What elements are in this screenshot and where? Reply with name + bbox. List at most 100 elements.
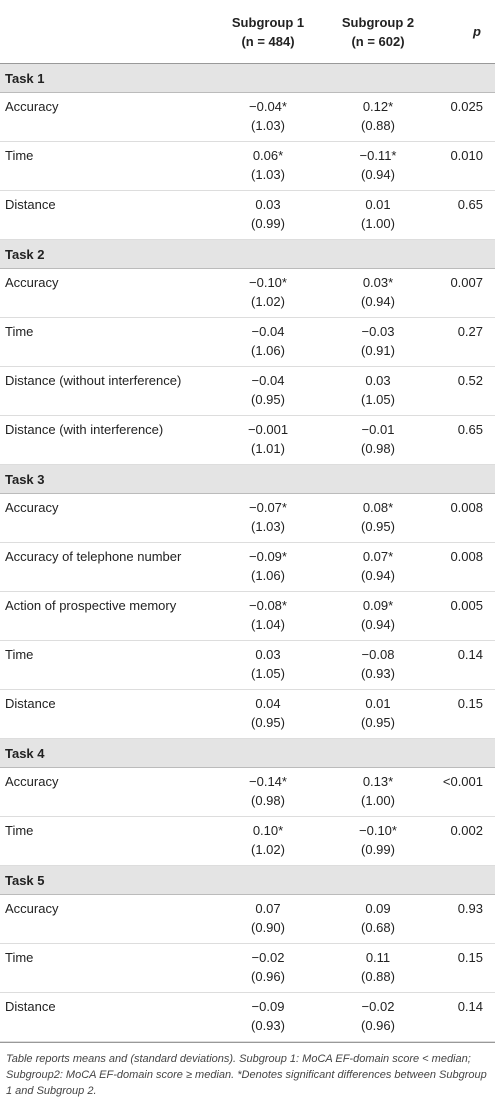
row-label: Accuracy	[0, 493, 218, 543]
p-value: 0.15	[438, 943, 495, 993]
row-label: Time	[0, 816, 218, 866]
data-table: Subgroup 1 (n = 484) Subgroup 2 (n = 602…	[0, 0, 495, 1042]
value-cell: 0.08* (0.95)	[318, 493, 438, 543]
p-value: 0.65	[438, 415, 495, 465]
mean: −0.14*	[249, 774, 287, 789]
p-value: 0.007	[438, 268, 495, 318]
value-cell: −0.10* (0.99)	[318, 816, 438, 866]
sd: (0.95)	[251, 715, 285, 730]
p-value: 0.008	[438, 542, 495, 592]
row-label: Time	[0, 640, 218, 690]
mean: 0.07*	[362, 549, 394, 564]
sd: (1.04)	[251, 617, 285, 632]
sd: (1.06)	[251, 568, 285, 583]
table-header: Subgroup 1 (n = 484) Subgroup 2 (n = 602…	[0, 0, 495, 64]
sd: (0.94)	[361, 568, 395, 583]
header-cell: Subgroup 1 (n = 484)	[218, 0, 318, 64]
value-cell: −0.04 (0.95)	[218, 366, 318, 416]
row-label: Distance (with interference)	[0, 415, 218, 465]
value-cell: 0.09* (0.94)	[318, 591, 438, 641]
p-value: <0.001	[438, 767, 495, 817]
p-value: 0.14	[438, 992, 495, 1042]
value-cell: 0.11 (0.88)	[318, 943, 438, 993]
mean: −0.001	[247, 422, 289, 437]
mean: 0.03*	[362, 275, 394, 290]
data-row: Distance 0.03 (0.99) 0.01 (1.00) 0.65	[0, 190, 495, 240]
sd: (1.00)	[361, 793, 395, 808]
header-text: Subgroup 2	[341, 14, 415, 30]
sd: (1.03)	[251, 519, 285, 534]
row-label: Distance	[0, 190, 218, 240]
p-value: 0.010	[438, 141, 495, 191]
sd: (0.90)	[251, 920, 285, 935]
sd: (0.88)	[361, 969, 395, 984]
row-label: Time	[0, 943, 218, 993]
sd: (0.91)	[361, 343, 395, 358]
mean: 0.03	[255, 197, 281, 212]
value-cell: −0.08* (1.04)	[218, 591, 318, 641]
sd: (1.05)	[251, 666, 285, 681]
sd: (1.06)	[251, 343, 285, 358]
p-value: 0.025	[438, 92, 495, 142]
value-cell: 0.12* (0.88)	[318, 92, 438, 142]
sd: (0.96)	[361, 1018, 395, 1033]
mean: −0.09*	[249, 549, 287, 564]
p-value: 0.93	[438, 894, 495, 944]
mean: 0.13*	[362, 774, 394, 789]
mean: 0.07	[255, 901, 281, 916]
row-label: Distance (without interference)	[0, 366, 218, 416]
p-value: 0.005	[438, 591, 495, 641]
sd: (0.95)	[361, 519, 395, 534]
value-cell: 0.13* (1.00)	[318, 767, 438, 817]
row-label: Accuracy of telephone number	[0, 542, 218, 592]
mean: −0.09	[251, 999, 285, 1014]
value-cell: 0.03 (1.05)	[318, 366, 438, 416]
table-body: Task 1 Accuracy −0.04* (1.03) 0.12* (0.88) 0.0…	[0, 63, 495, 1042]
p-value: 0.14	[438, 640, 495, 690]
header-cell: p	[438, 0, 495, 64]
mean: −0.02	[251, 950, 285, 965]
value-cell: 0.01 (0.95)	[318, 689, 438, 739]
value-cell: −0.08 (0.93)	[318, 640, 438, 690]
header-text: (n = 602)	[351, 33, 405, 49]
section-row: Task 4	[0, 738, 495, 768]
footnote: Table reports means and (standard deviat…	[0, 1042, 495, 1099]
section-row: Task 1	[0, 63, 495, 93]
value-cell: 0.03 (1.05)	[218, 640, 318, 690]
header-text: Subgroup 1	[231, 14, 305, 30]
mean: −0.07*	[249, 500, 287, 515]
data-row: Distance −0.09 (0.93) −0.02 (0.96) 0.14	[0, 992, 495, 1042]
section-row: Task 3	[0, 464, 495, 494]
value-cell: −0.11* (0.94)	[318, 141, 438, 191]
mean: 0.09	[365, 901, 391, 916]
mean: 0.10*	[252, 823, 284, 838]
data-row: Time 0.06* (1.03) −0.11* (0.94) 0.010	[0, 141, 495, 191]
section-title: Task 1	[0, 63, 495, 93]
value-cell: 0.04 (0.95)	[218, 689, 318, 739]
mean: −0.01	[361, 422, 395, 437]
sd: (0.68)	[361, 920, 395, 935]
row-label: Time	[0, 317, 218, 367]
sd: (0.93)	[361, 666, 395, 681]
sd: (0.94)	[361, 167, 395, 182]
value-cell: 0.10* (1.02)	[218, 816, 318, 866]
section-title: Task 2	[0, 239, 495, 269]
mean: −0.03	[361, 324, 395, 339]
mean: 0.01	[365, 197, 391, 212]
data-row: Accuracy −0.14* (0.98) 0.13* (1.00) <0.001	[0, 767, 495, 817]
section-row: Task 5	[0, 865, 495, 895]
p-value: 0.27	[438, 317, 495, 367]
data-row: Accuracy of telephone number −0.09* (1.06)…	[0, 542, 495, 592]
mean: 0.01	[365, 696, 391, 711]
sd: (0.96)	[251, 969, 285, 984]
data-row: Time −0.02 (0.96) 0.11 (0.88) 0.15	[0, 943, 495, 993]
sd: (0.94)	[361, 294, 395, 309]
value-cell: −0.14* (0.98)	[218, 767, 318, 817]
mean: 0.09*	[362, 598, 394, 613]
mean: 0.12*	[362, 99, 394, 114]
sd: (1.05)	[361, 392, 395, 407]
p-value: 0.002	[438, 816, 495, 866]
sd: (1.02)	[251, 842, 285, 857]
value-cell: 0.06* (1.03)	[218, 141, 318, 191]
